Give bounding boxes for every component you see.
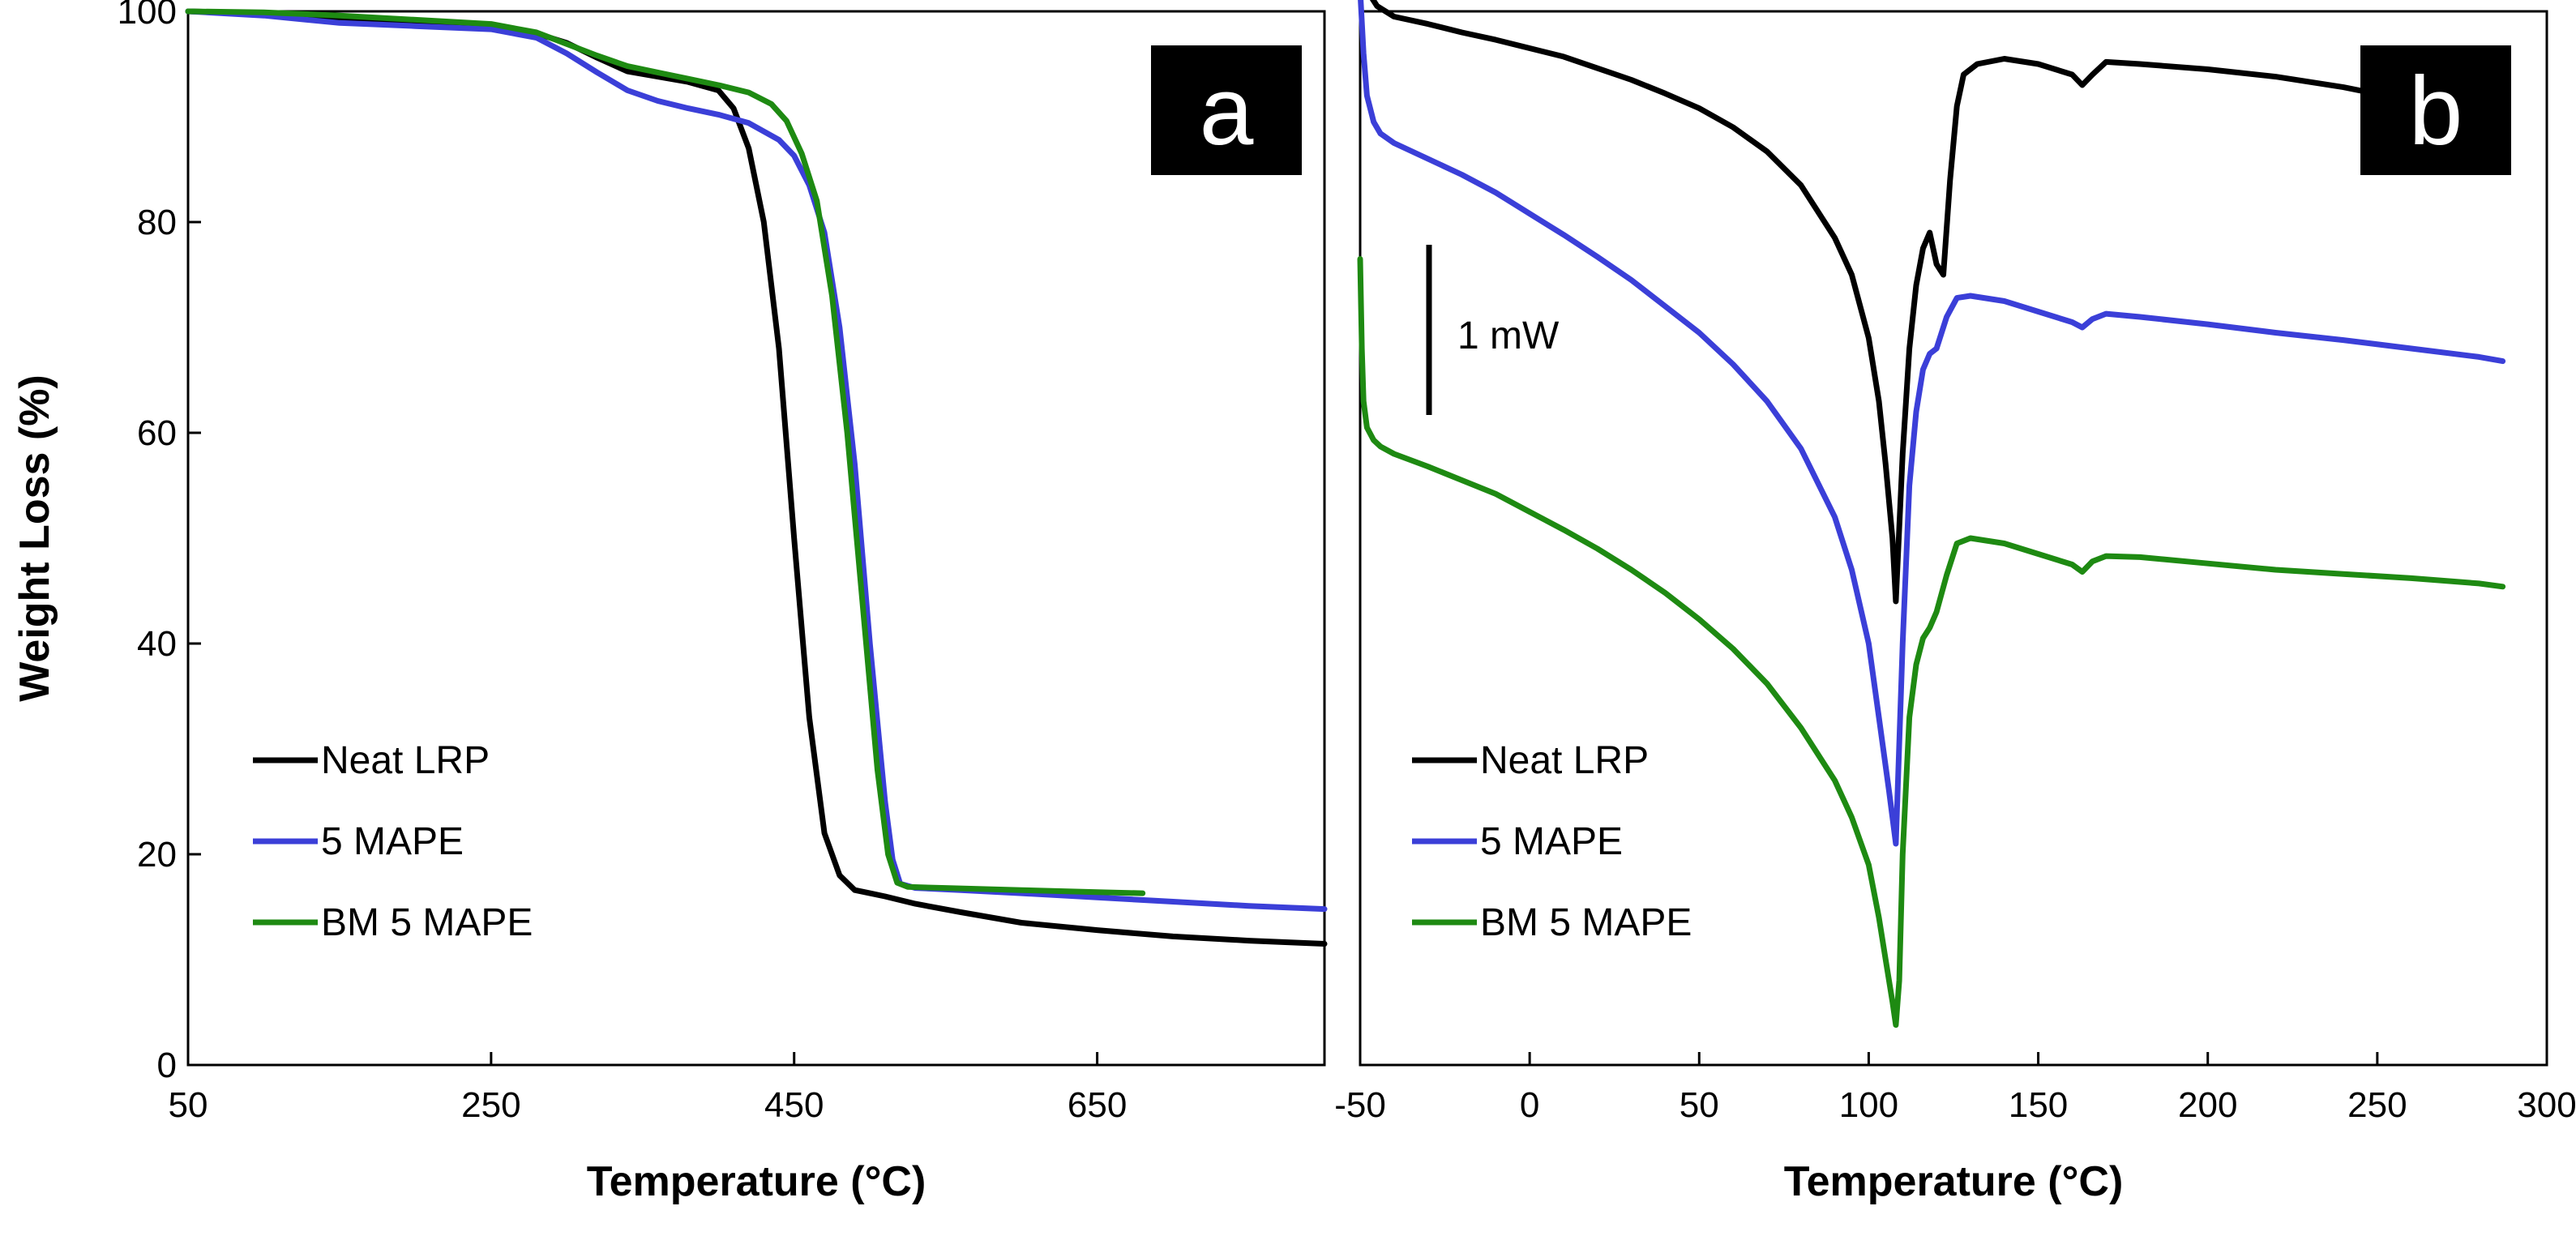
panel-b-series-5-mape bbox=[1358, 0, 2506, 847]
panel-b-letter-box bbox=[2360, 45, 2511, 175]
panel-a-legend-label: 5 MAPE bbox=[321, 820, 464, 863]
panel-a-legend-label: Neat LRP bbox=[321, 739, 490, 782]
panel-b-letter: b bbox=[2409, 57, 2463, 165]
panel-a-letter-box bbox=[1151, 45, 1302, 175]
panel-a-legend: Neat LRP 5 MAPE BM 5 MAPE bbox=[253, 739, 533, 944]
panel-a-x-ticks: 50 250 450 650 bbox=[169, 1052, 1127, 1125]
panel-a-letter-badge: a bbox=[1151, 45, 1302, 175]
panel-b-x-tick-label: 200 bbox=[2178, 1085, 2237, 1125]
panel-b-frame bbox=[1359, 10, 2548, 1067]
scale-bar-label: 1 mW bbox=[1457, 314, 1560, 357]
panel-a-xlabel: Temperature (°C) bbox=[587, 1158, 926, 1205]
panel-b-letter-badge: b bbox=[2360, 45, 2511, 175]
panel-a-x-tick-label: 650 bbox=[1068, 1085, 1127, 1125]
panel-b-x-ticks: -50 0 50 100 150 200 250 300 bbox=[1334, 1052, 2576, 1125]
panel-a-y-tick-label: 60 bbox=[137, 413, 177, 453]
panel-b-x-tick-label: -50 bbox=[1334, 1085, 1386, 1125]
panel-b-x-tick-label: 150 bbox=[2009, 1085, 2068, 1125]
panel-b-x-tick-label: 250 bbox=[2347, 1085, 2407, 1125]
panel-b-x-tick-label: 50 bbox=[1680, 1085, 1719, 1125]
panel-a: 0 20 40 60 80 100 50 250 450 650 Temperature (°C… bbox=[11, 0, 1328, 1205]
panel-a-y-tick-label: 20 bbox=[137, 835, 177, 875]
panel-a-y-tick-label: 100 bbox=[118, 0, 177, 32]
panel-b-series bbox=[1357, 0, 2506, 1029]
panel-a-frame bbox=[186, 10, 1326, 1067]
panel-b-x-tick-label: 100 bbox=[1839, 1085, 1898, 1125]
panel-b-scale-bar: 1 mW bbox=[1426, 245, 1560, 415]
panel-b-x-tick-label: 0 bbox=[1520, 1085, 1539, 1125]
panel-b-xlabel: Temperature (°C) bbox=[1784, 1158, 2124, 1205]
panel-a-series-bm-5-mape bbox=[185, 8, 1146, 896]
panel-b-legend-label: 5 MAPE bbox=[1480, 820, 1623, 863]
panel-a-y-tick-label: 0 bbox=[157, 1046, 177, 1085]
panel-a-y-tick-label: 80 bbox=[137, 203, 177, 242]
panel-a-y-ticks: 0 20 40 60 80 100 bbox=[118, 0, 201, 1085]
panel-b-legend: Neat LRP 5 MAPE BM 5 MAPE bbox=[1412, 739, 1692, 944]
panel-a-x-tick-label: 450 bbox=[764, 1085, 824, 1125]
panel-a-y-tick-label: 40 bbox=[137, 624, 177, 664]
panel-a-ylabel: Weight Loss (%) bbox=[11, 374, 58, 701]
panel-a-x-tick-label: 250 bbox=[461, 1085, 520, 1125]
panel-b-legend-label: BM 5 MAPE bbox=[1480, 901, 1692, 944]
panel-b-x-tick-label: 300 bbox=[2517, 1085, 2576, 1125]
panel-b: -50 0 50 100 150 200 250 300 Temperature (°C) b… bbox=[1334, 0, 2576, 1205]
panel-a-series bbox=[185, 8, 1328, 947]
panel-b-legend-label: Neat LRP bbox=[1480, 739, 1649, 782]
panel-a-x-tick-label: 50 bbox=[169, 1085, 208, 1125]
panel-b-series-neat-lrp bbox=[1369, 0, 2465, 605]
panel-b-series-bm-5-mape bbox=[1357, 256, 2506, 1029]
panel-a-letter: a bbox=[1200, 57, 1254, 165]
panel-a-legend-label: BM 5 MAPE bbox=[321, 901, 533, 944]
